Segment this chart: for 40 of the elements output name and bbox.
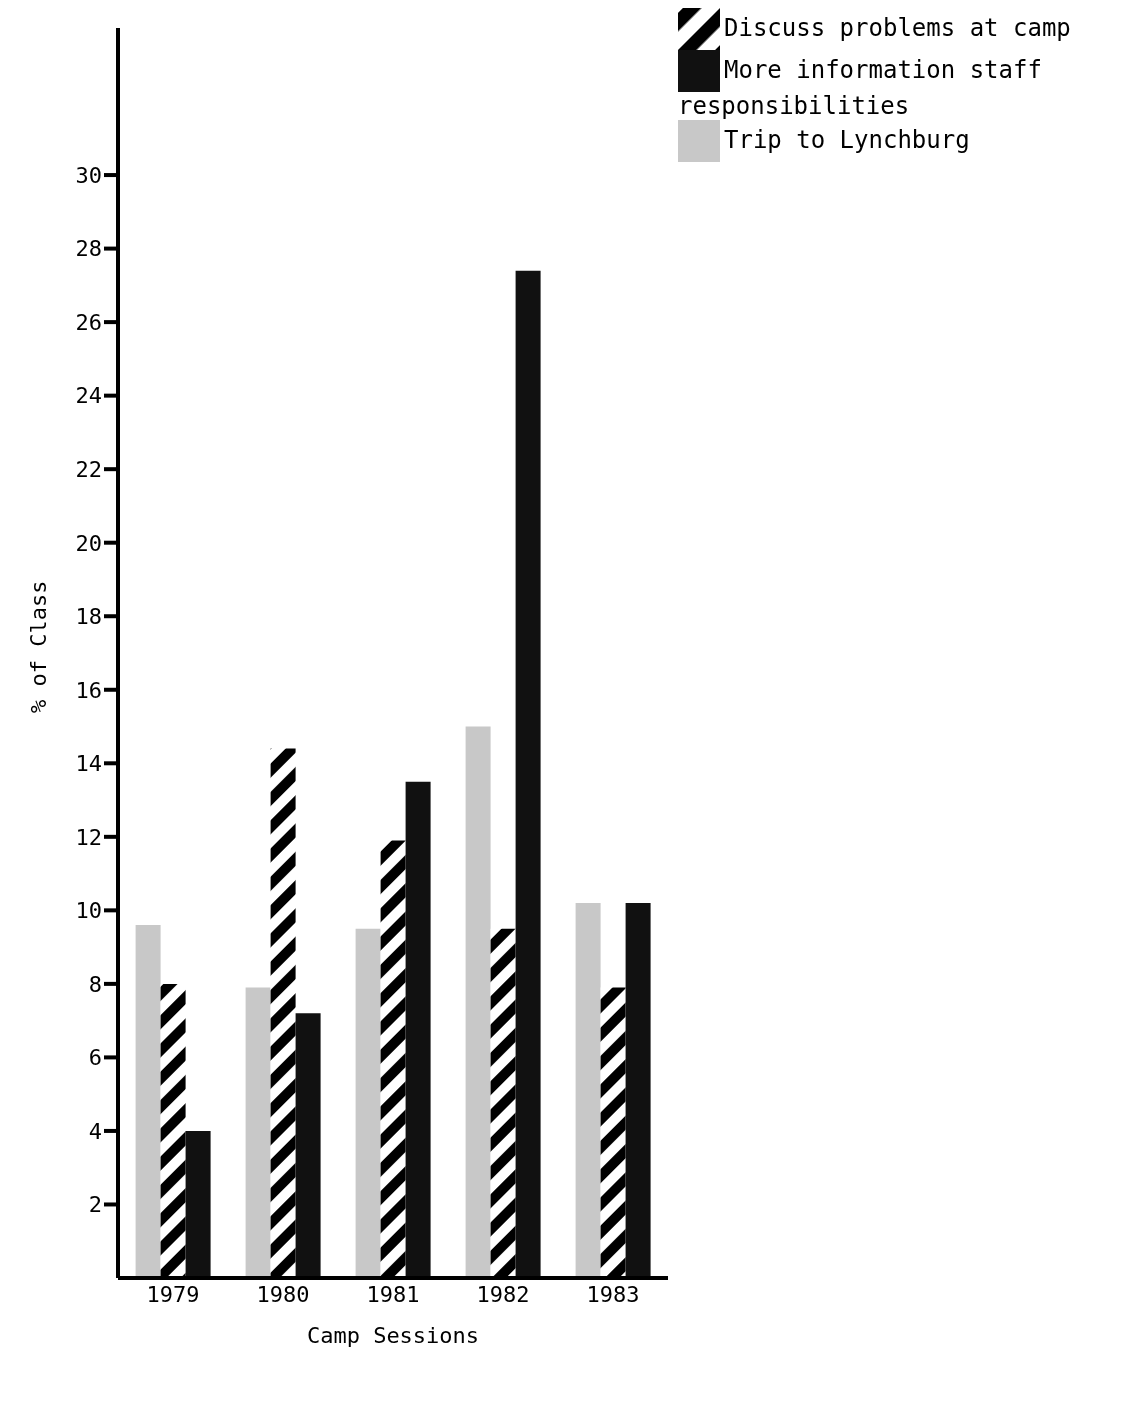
- bar: [380, 840, 406, 1278]
- bar: [160, 983, 186, 1278]
- bar: [295, 1013, 321, 1278]
- y-tick-label: 28: [75, 236, 102, 262]
- bar: [135, 925, 161, 1278]
- y-tick-label: 22: [75, 456, 102, 482]
- y-tick-label: 2: [88, 1192, 102, 1218]
- y-tick-label: 14: [75, 751, 102, 777]
- legend-label: More information staff responsibilities: [678, 56, 1042, 120]
- bar: [185, 1130, 211, 1278]
- y-axis-title: % of Class: [25, 580, 51, 713]
- bar: [515, 270, 541, 1278]
- y-tick-label: 24: [75, 383, 102, 409]
- y-tick-label: 26: [75, 309, 102, 335]
- bar: [405, 781, 431, 1278]
- bar: [270, 748, 296, 1278]
- y-tick-label: 30: [75, 162, 102, 188]
- x-tick-label: 1979: [146, 1281, 200, 1307]
- x-tick-label: 1981: [366, 1281, 420, 1307]
- y-tick-label: 16: [75, 677, 102, 703]
- bar: [625, 903, 651, 1278]
- bar: [465, 726, 491, 1278]
- bar: [355, 928, 381, 1278]
- bar: [600, 987, 626, 1278]
- y-tick-label: 18: [75, 604, 102, 630]
- legend-label: Trip to Lynchburg: [724, 126, 970, 154]
- y-tick-label: 8: [88, 971, 102, 997]
- bar: [575, 903, 601, 1278]
- x-tick-label: 1982: [476, 1281, 530, 1307]
- bar: [245, 987, 271, 1278]
- bar: [490, 928, 516, 1278]
- y-tick-label: 4: [88, 1118, 102, 1144]
- y-tick-label: 6: [88, 1045, 102, 1071]
- y-tick-label: 20: [75, 530, 102, 556]
- y-tick-label: 10: [75, 898, 102, 924]
- x-tick-label: 1983: [586, 1281, 640, 1307]
- y-tick-label: 12: [75, 824, 102, 850]
- x-axis-title: Camp Sessions: [306, 1323, 480, 1348]
- legend-label: Discuss problems at camp: [724, 14, 1071, 42]
- x-tick-label: 1980: [256, 1281, 310, 1307]
